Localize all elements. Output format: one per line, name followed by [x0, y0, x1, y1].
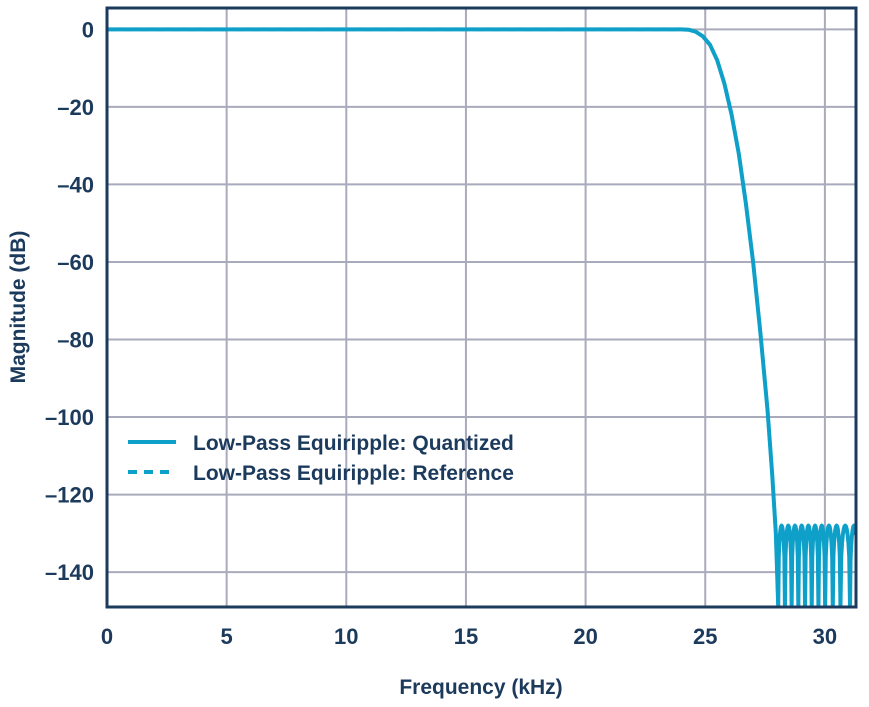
y-tick-label: –100: [45, 405, 94, 430]
y-tick-label: –140: [45, 560, 94, 585]
y-tick-label: –60: [57, 250, 94, 275]
x-tick-label: 20: [573, 624, 597, 649]
y-tick-label: –120: [45, 483, 94, 508]
plot-area: [107, 27, 856, 607]
x-tick-label: 30: [813, 624, 837, 649]
series-line-reference: [107, 27, 780, 607]
x-tick-label: 5: [221, 624, 233, 649]
tick-labels: 0 5 10 15 20 25 30 0 –20 –40 –60 –80 –100 –120 –140: [45, 17, 837, 649]
series-group: [107, 27, 856, 607]
legend-label-reference: Low-Pass Equiripple: Reference: [193, 462, 514, 485]
grid: [107, 8, 856, 607]
y-tick-label: –20: [57, 95, 94, 120]
y-axis-label: Magnitude (dB): [7, 231, 30, 384]
legend-label-quantized: Low-Pass Equiripple: Quantized: [193, 432, 514, 455]
x-tick-label: 15: [454, 624, 478, 649]
x-tick-label: 10: [334, 624, 358, 649]
x-axis-label: Frequency (kHz): [399, 676, 562, 699]
plot-frame: [105, 6, 858, 609]
x-tick-label: 0: [101, 624, 113, 649]
series-line-quantized: [107, 27, 856, 607]
y-tick-label: –80: [57, 327, 94, 352]
y-tick-label: –40: [57, 172, 94, 197]
legend: Low-Pass Equiripple: Quantized Low-Pass …: [128, 432, 514, 485]
x-tick-label: 25: [693, 624, 717, 649]
y-tick-label: 0: [82, 17, 94, 42]
